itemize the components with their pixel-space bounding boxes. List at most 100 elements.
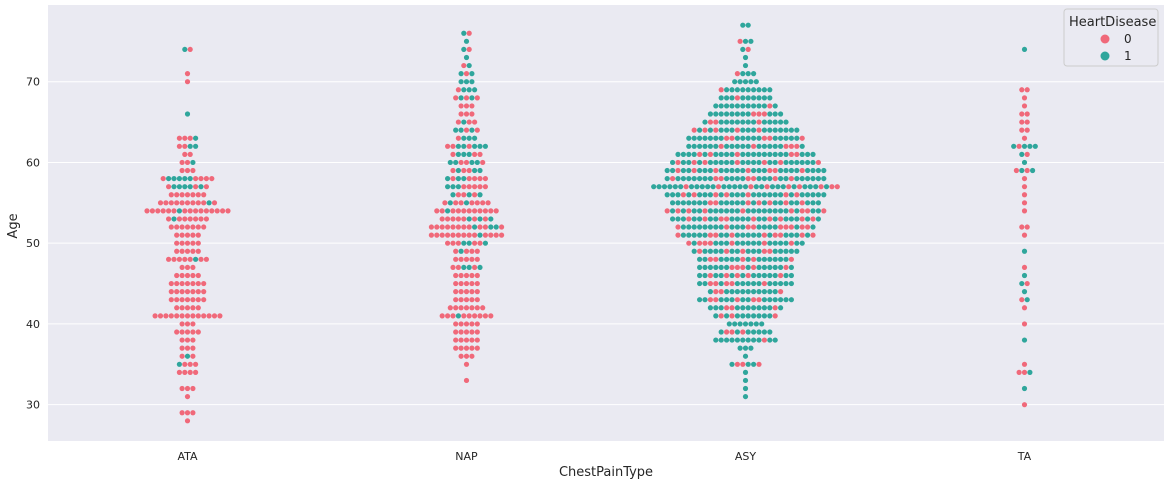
data-point <box>184 272 191 279</box>
data-point <box>718 135 724 141</box>
data-point <box>469 71 475 77</box>
data-point <box>748 321 754 327</box>
data-point <box>466 313 472 319</box>
data-point <box>469 256 475 262</box>
data-point <box>794 216 800 222</box>
data-point <box>697 208 703 214</box>
data-point <box>740 337 746 343</box>
data-point <box>742 62 749 69</box>
data-point <box>1021 361 1028 367</box>
data-point <box>157 200 164 206</box>
data-point <box>1021 272 1028 279</box>
data-point <box>772 135 778 141</box>
data-point <box>751 200 757 206</box>
data-point <box>190 200 196 206</box>
data-point <box>772 313 778 319</box>
data-point <box>439 224 445 230</box>
data-point <box>799 159 805 166</box>
data-point <box>745 297 751 303</box>
data-point <box>480 200 486 206</box>
data-point <box>772 224 778 230</box>
data-point <box>691 135 697 141</box>
data-point <box>767 329 773 335</box>
data-point <box>450 264 456 271</box>
data-point <box>764 184 770 190</box>
data-point <box>450 240 456 246</box>
data-point <box>702 224 708 230</box>
data-point <box>171 256 177 262</box>
data-point <box>472 216 478 222</box>
data-point <box>1019 167 1025 174</box>
data-point <box>772 232 778 238</box>
data-point <box>815 200 822 206</box>
data-point <box>182 216 188 222</box>
data-point <box>680 151 687 157</box>
data-point <box>788 280 795 287</box>
data-point <box>724 151 730 157</box>
data-point <box>482 313 488 319</box>
data-point <box>761 87 768 93</box>
data-point <box>772 111 778 117</box>
data-point <box>742 377 749 384</box>
data-point <box>829 184 835 190</box>
data-point <box>691 167 697 174</box>
data-point <box>718 159 724 166</box>
data-point <box>751 103 757 109</box>
data-point <box>691 200 697 206</box>
data-point <box>788 224 795 230</box>
data-point <box>463 377 470 384</box>
data-point <box>740 256 746 262</box>
data-point <box>778 280 784 287</box>
data-point <box>710 184 716 190</box>
data-point <box>726 321 732 327</box>
data-point <box>686 192 692 198</box>
data-point <box>756 111 762 117</box>
data-point <box>434 232 440 238</box>
data-point <box>1032 143 1038 149</box>
data-point <box>799 232 805 238</box>
data-point <box>724 337 730 343</box>
data-point <box>184 410 191 416</box>
data-point <box>466 224 472 230</box>
data-point <box>745 361 751 367</box>
data-point <box>488 313 494 319</box>
data-point <box>713 159 719 166</box>
data-point <box>488 224 494 230</box>
data-point <box>445 232 451 238</box>
data-point <box>493 208 499 214</box>
data-point <box>182 135 188 141</box>
data-point <box>772 151 778 157</box>
data-point <box>201 224 207 230</box>
data-point <box>729 240 735 246</box>
data-point <box>480 305 486 311</box>
data-point <box>815 208 822 214</box>
data-point <box>190 167 196 174</box>
data-point <box>195 329 201 335</box>
data-point <box>1021 337 1028 343</box>
data-point <box>734 297 741 303</box>
data-point <box>713 127 719 133</box>
data-point <box>469 305 475 311</box>
data-point <box>474 305 480 311</box>
data-point <box>742 38 749 44</box>
data-point <box>450 184 456 190</box>
data-point <box>477 264 483 271</box>
data-point <box>791 184 797 190</box>
data-point <box>168 289 174 295</box>
data-point <box>461 224 467 230</box>
data-point <box>463 329 470 335</box>
data-point <box>179 240 185 246</box>
data-point <box>697 159 703 166</box>
data-point <box>713 216 719 222</box>
data-point <box>664 192 670 198</box>
data-point <box>184 232 191 238</box>
data-point <box>686 224 692 230</box>
data-point <box>767 151 773 157</box>
data-point <box>209 175 215 182</box>
data-point <box>724 111 730 117</box>
data-point <box>761 224 768 230</box>
data-point <box>751 216 757 222</box>
data-point <box>201 280 207 287</box>
data-point <box>168 297 174 303</box>
data-point <box>691 159 697 166</box>
